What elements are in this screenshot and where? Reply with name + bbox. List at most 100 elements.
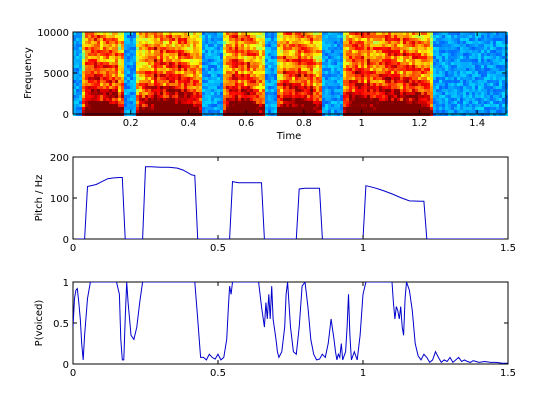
spectrogram-cell [214,62,217,65]
spectrogram-cell [337,95,340,98]
spectrogram-cell [376,32,379,35]
spectrogram-cell [304,83,307,86]
spectrogram-cell [376,56,379,59]
spectrogram-cell [409,83,412,86]
spectrogram-cell [391,74,394,77]
spectrogram-cell [301,89,304,92]
spectrogram-cell [490,92,493,95]
spectrogram-cell [409,50,412,53]
spectrogram-cell [229,32,232,35]
spectrogram-cell [421,77,424,80]
spectrogram-cell [193,44,196,47]
spectrogram-cell [178,59,181,62]
spectrogram-cell [274,32,277,35]
spectrogram-cell [373,110,376,113]
spectrogram-cell [247,80,250,83]
spectrogram-cell [202,89,205,92]
spectrogram-cell [253,92,256,95]
spectrogram-cell [310,71,313,74]
spectrogram-cell [502,65,505,68]
spectrogram-cell [76,68,79,71]
spectrogram-cell [445,107,448,110]
spectrogram-cell [481,104,484,107]
spectrogram-cell [169,86,172,89]
spectrogram-cell [259,74,262,77]
spectrogram-cell [103,35,106,38]
spectrogram-cell [394,92,397,95]
spectrogram-xtick-label: 0.4 [181,118,197,129]
spectrogram-cell [340,86,343,89]
spectrogram-cell [196,56,199,59]
spectrogram-cell [409,110,412,113]
spectrogram-cell [88,62,91,65]
spectrogram-cell [94,80,97,83]
spectrogram-cell [214,83,217,86]
spectrogram-cell [388,65,391,68]
spectrogram-cell [502,56,505,59]
spectrogram-cell [133,59,136,62]
spectrogram-cell [439,95,442,98]
spectrogram-cell [433,80,436,83]
spectrogram-cell [481,65,484,68]
spectrogram-cell [466,95,469,98]
spectrogram-cell [472,101,475,104]
spectrogram-cell [169,80,172,83]
spectrogram-cell [289,107,292,110]
spectrogram-cell [193,47,196,50]
spectrogram-cell [232,59,235,62]
spectrogram-cell [370,80,373,83]
spectrogram-cell [493,86,496,89]
spectrogram-cell [478,80,481,83]
spectrogram-cell [304,65,307,68]
spectrogram-cell [199,41,202,44]
spectrogram-cell [454,83,457,86]
spectrogram-cell [346,107,349,110]
spectrogram-cell [475,50,478,53]
spectrogram-cell [142,95,145,98]
spectrogram-cell [217,41,220,44]
pitch-series-line [73,166,508,239]
spectrogram-cell [229,56,232,59]
spectrogram-cell [124,44,127,47]
spectrogram-cell [268,71,271,74]
spectrogram-cell [352,74,355,77]
spectrogram-cell [478,62,481,65]
spectrogram-cell [127,68,130,71]
spectrogram-cell [481,86,484,89]
spectrogram-cell [427,41,430,44]
spectrogram-cell [73,53,76,56]
spectrogram-cell [265,98,268,101]
spectrogram-cell [358,65,361,68]
spectrogram-cell [442,104,445,107]
spectrogram-cell [175,35,178,38]
spectrogram-cell [421,104,424,107]
spectrogram-cell [154,107,157,110]
spectrogram-cell [475,44,478,47]
spectrogram-cell [337,101,340,104]
spectrogram-cell [286,104,289,107]
spectrogram-cell [193,83,196,86]
spectrogram-cell [412,68,415,71]
spectrogram-cell [76,77,79,80]
spectrogram-cell [418,95,421,98]
spectrogram-cell [499,77,502,80]
spectrogram-cell [241,47,244,50]
spectrogram-cell [145,86,148,89]
spectrogram-cell [142,101,145,104]
spectrogram-cell [136,86,139,89]
spectrogram-cell [241,38,244,41]
spectrogram-cell [280,71,283,74]
spectrogram-cell [214,107,217,110]
spectrogram-cell [379,77,382,80]
spectrogram-cell [154,77,157,80]
spectrogram-cell [400,101,403,104]
spectrogram-cell [448,95,451,98]
spectrogram-cell [274,50,277,53]
spectrogram-cell [475,77,478,80]
spectrogram-cell [415,86,418,89]
spectrogram-cell [478,41,481,44]
spectrogram-cell [367,32,370,35]
spectrogram-cell [460,38,463,41]
spectrogram-cell [424,47,427,50]
spectrogram-cell [226,62,229,65]
